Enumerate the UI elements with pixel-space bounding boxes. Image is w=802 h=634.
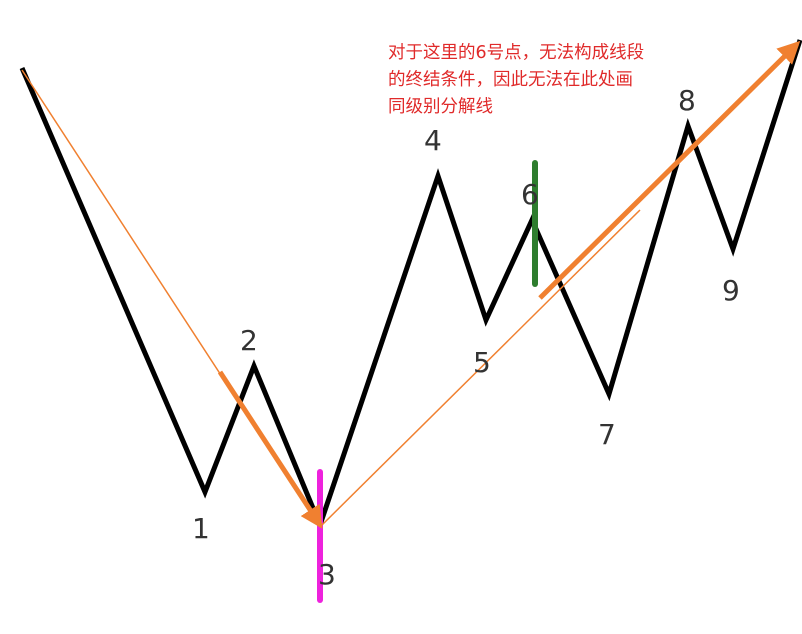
segment-line-thin-up <box>321 209 641 526</box>
point-label-5: 5 <box>473 346 491 379</box>
point-label-3: 3 <box>318 558 336 591</box>
point-label-7: 7 <box>598 418 616 451</box>
point-label-4: 4 <box>424 124 442 157</box>
point-label-2: 2 <box>240 324 258 357</box>
annotation-line-1: 对于这里的6号点，无法构成线段 <box>388 43 645 63</box>
point-label-6: 6 <box>521 178 539 211</box>
annotation-line-3: 同级别分解线 <box>388 97 493 117</box>
segment-arrow-up <box>538 40 801 300</box>
point-label-1: 1 <box>192 512 210 545</box>
point-label-8: 8 <box>678 84 696 117</box>
segment-arrow-down <box>217 370 323 529</box>
price-zigzag-line <box>19 39 802 533</box>
annotation-line-2: 的终结条件，因此无法在此处画 <box>388 70 633 90</box>
point-label-9: 9 <box>722 274 740 307</box>
annotation-note: 对于这里的6号点，无法构成线段 的终结条件，因此无法在此处画 同级别分解线 <box>388 40 718 121</box>
